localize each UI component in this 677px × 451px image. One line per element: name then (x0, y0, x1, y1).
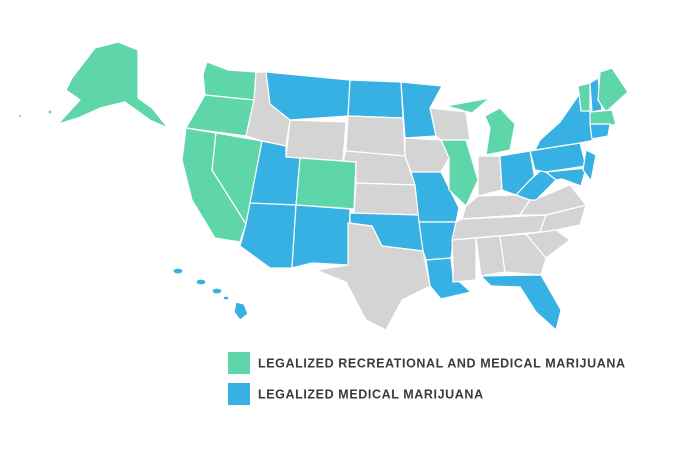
state (233, 301, 249, 321)
state (425, 257, 472, 300)
state (202, 61, 257, 101)
state (222, 295, 230, 301)
state (353, 182, 420, 216)
state (47, 109, 53, 115)
state (17, 113, 23, 119)
state (285, 119, 347, 162)
state (582, 149, 597, 182)
state (345, 115, 406, 157)
states (17, 41, 629, 331)
legend-label: LEGALIZED RECREATIONAL AND MEDICAL MARIJ… (258, 356, 626, 370)
state (315, 222, 431, 331)
state (577, 82, 591, 112)
state (589, 109, 617, 126)
state (445, 97, 491, 114)
state (295, 157, 357, 210)
legend-label: LEGALIZED MEDICAL MARIJUANA (258, 387, 484, 401)
state (347, 79, 404, 119)
state (484, 107, 516, 156)
state (239, 202, 297, 269)
state (195, 278, 207, 286)
state (211, 287, 223, 295)
state (172, 267, 184, 275)
state (265, 71, 351, 121)
state (480, 274, 562, 331)
legend-swatch (228, 383, 250, 405)
state (589, 123, 611, 140)
state (451, 237, 477, 283)
state (429, 107, 471, 141)
state (477, 155, 503, 197)
state (597, 67, 629, 113)
state (418, 221, 457, 261)
state (545, 167, 587, 187)
legend-swatch (228, 352, 250, 374)
state (291, 204, 351, 269)
state (57, 41, 169, 129)
legend: LEGALIZED RECREATIONAL AND MEDICAL MARIJ… (228, 352, 626, 405)
